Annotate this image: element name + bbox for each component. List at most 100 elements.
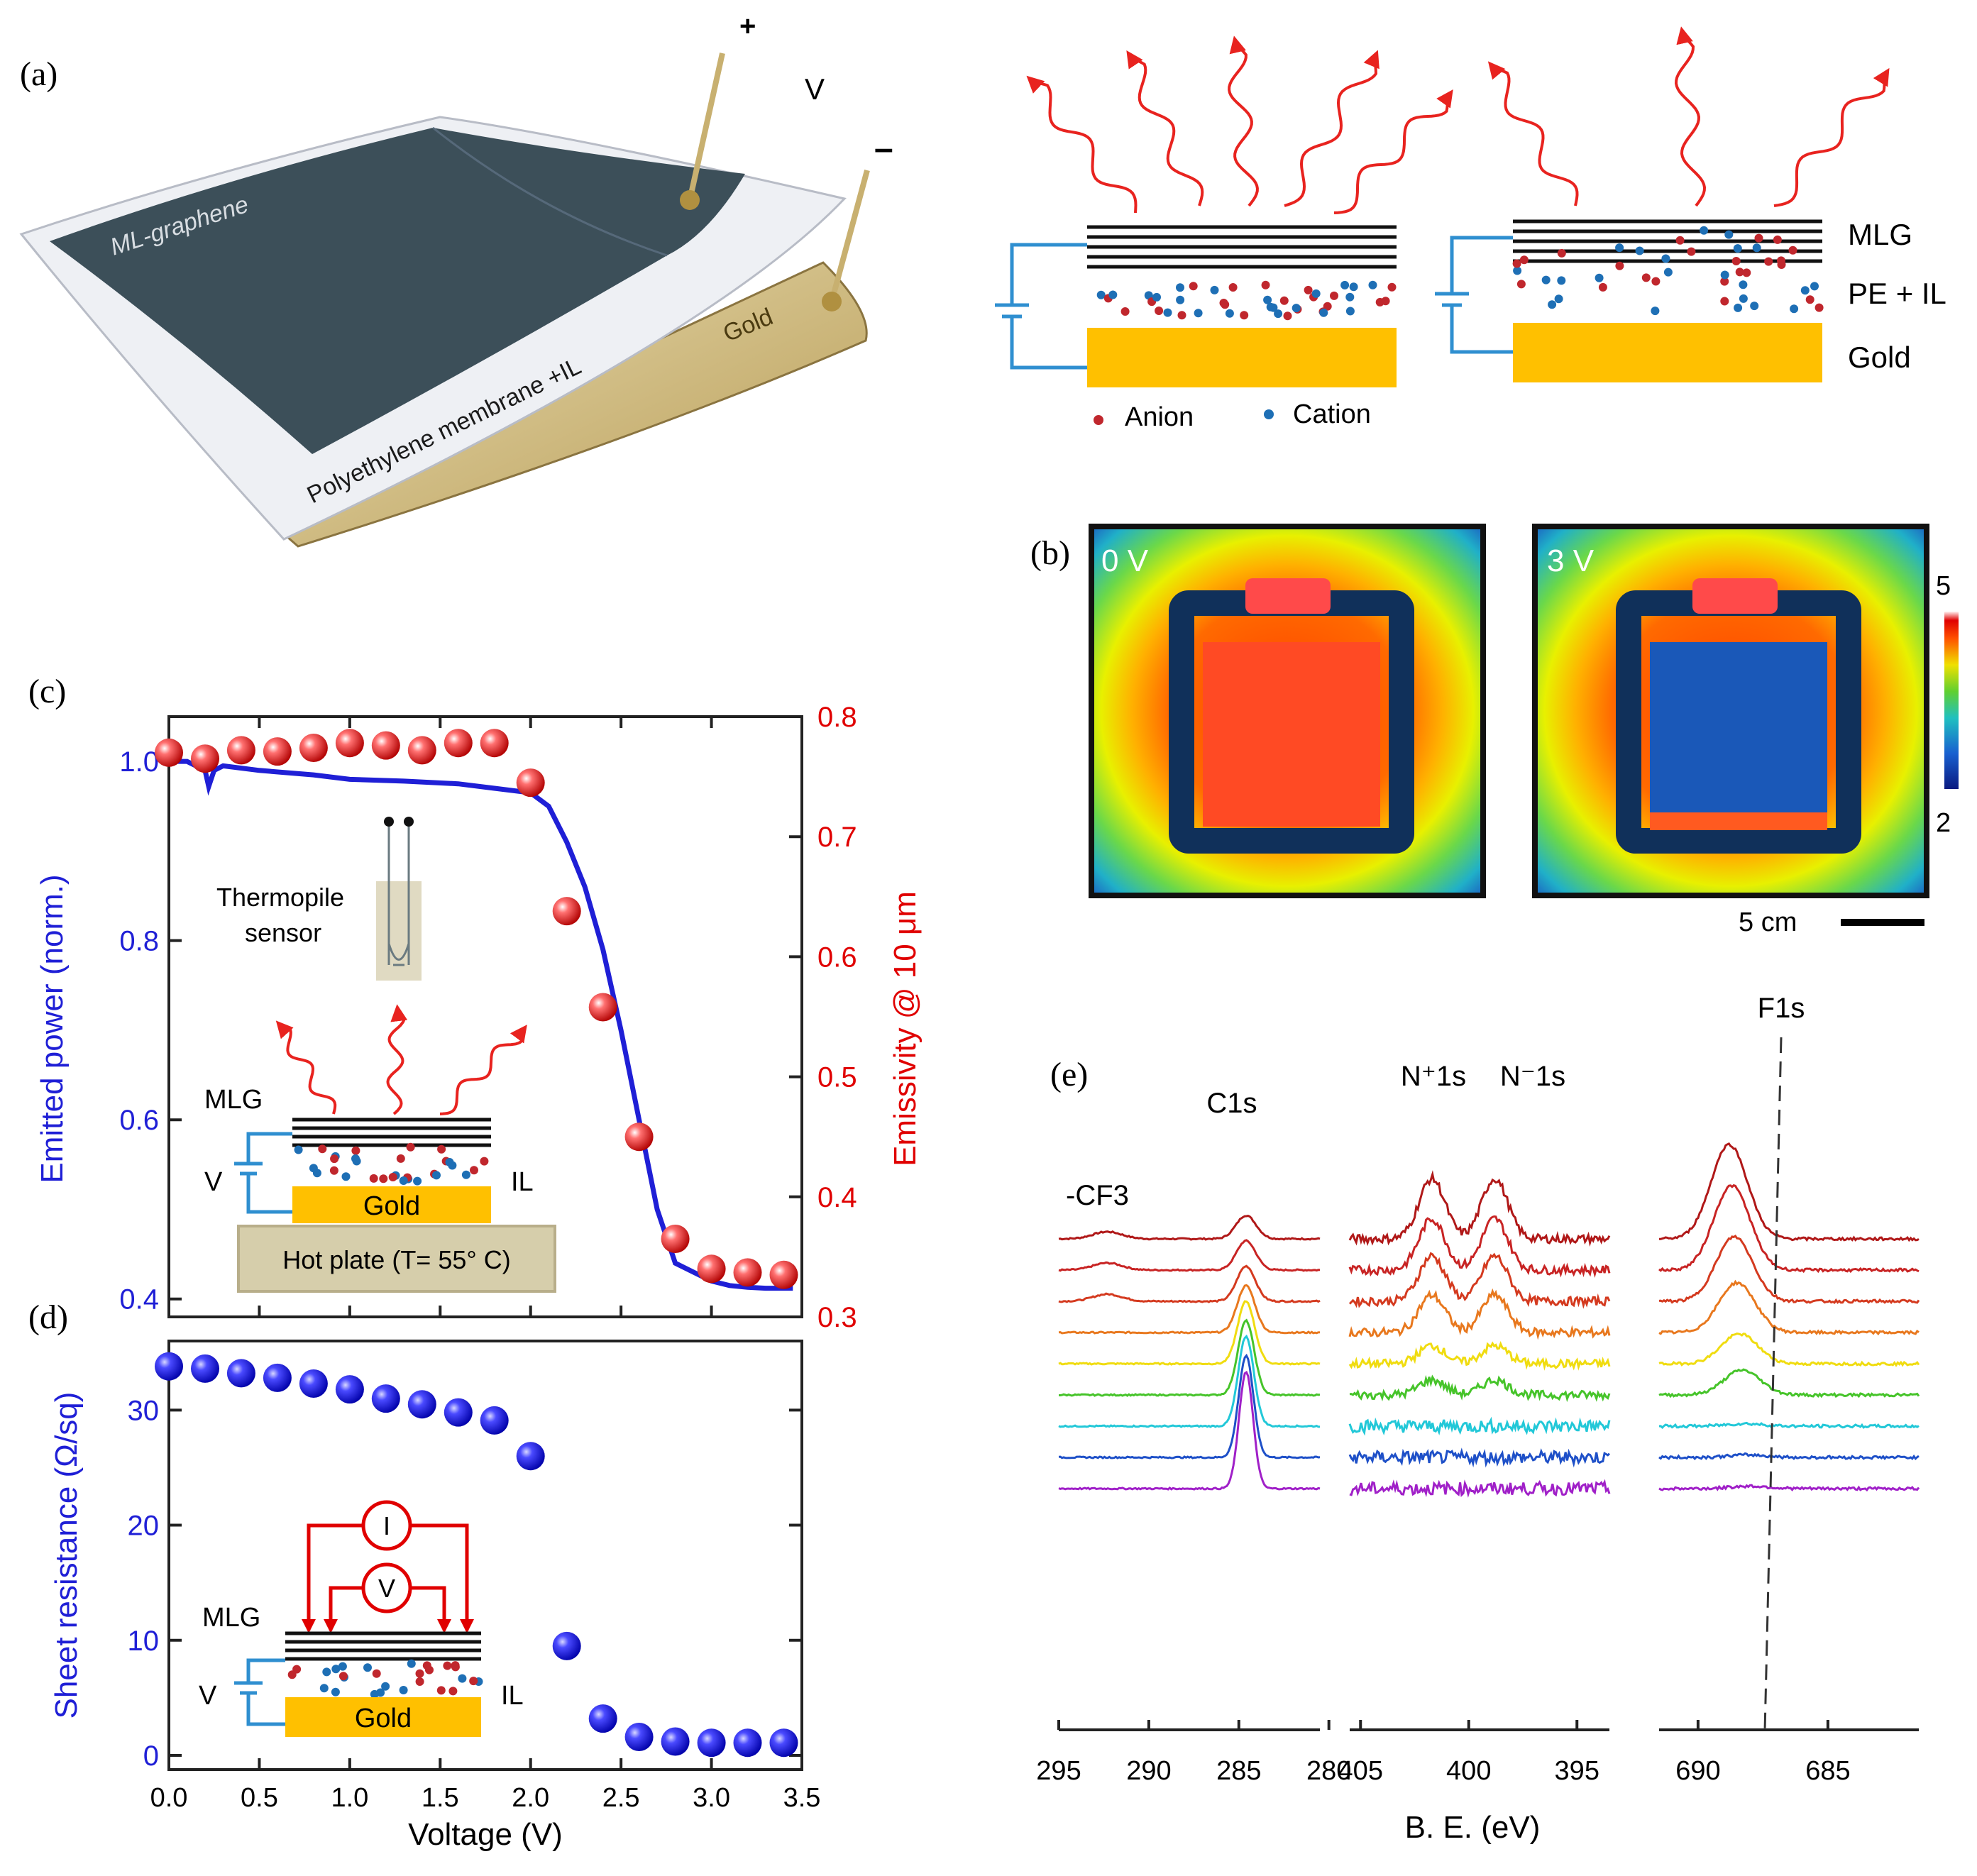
anion-ion: [443, 1661, 452, 1670]
cation-ion: [1513, 266, 1522, 275]
anion-ion: [1177, 311, 1186, 320]
sheet-resistance-point: [733, 1728, 762, 1758]
cation-ion: [1557, 276, 1566, 285]
gold-right: [1513, 323, 1822, 382]
xps-trace: [1348, 1447, 1611, 1468]
anion-ion: [1777, 260, 1786, 269]
wire-left: [995, 243, 1087, 370]
emission-arrow: [275, 1020, 337, 1115]
panel-e-label: (e): [1050, 1056, 1088, 1093]
anion-ion: [396, 1154, 405, 1163]
sheet-resistance-points: [155, 1352, 798, 1758]
x-tick-label: 3.0: [693, 1783, 730, 1813]
anion-ion: [318, 1144, 327, 1154]
sheet-resistance-point: [624, 1723, 654, 1751]
anion-ion: [287, 1670, 297, 1679]
xps-trace: [1348, 1416, 1611, 1436]
inset-d-gold-label: Gold: [355, 1704, 412, 1733]
graphene-fold: [432, 126, 668, 257]
anion-ion: [1330, 291, 1338, 300]
sheet-resistance-point: [769, 1728, 798, 1758]
panel-c-label: (c): [28, 673, 66, 710]
plot-c-ylabel-right: Emissivity @ 10 μm: [888, 891, 923, 1166]
anion-ion: [1120, 307, 1130, 316]
x-tick-label: 0.0: [150, 1783, 188, 1813]
cation-legend: Cation: [1293, 399, 1371, 429]
panel-b-label: (b): [1030, 534, 1070, 572]
xps-trace: [1658, 1332, 1920, 1367]
plot-d-frame: [167, 1340, 803, 1771]
emission-arrows: [1026, 26, 1890, 214]
voltmeter-label: V: [378, 1574, 395, 1603]
sheet-resistance-point: [552, 1631, 581, 1660]
xps-trace: [1349, 1374, 1611, 1403]
cation-ion: [1311, 289, 1321, 298]
cation-ion: [319, 1684, 329, 1693]
xps-trace: [1058, 1239, 1321, 1272]
emissivity-point: [155, 738, 183, 767]
y-tick-label: 10: [128, 1626, 160, 1657]
inset-d-v-label: V: [199, 1681, 217, 1711]
cation-ion: [1548, 300, 1557, 309]
cation-ion: [1274, 309, 1283, 319]
xps-trace: [1658, 1484, 1920, 1492]
y-tick-label-right: 0.6: [817, 942, 857, 973]
y-tick-label-right: 0.8: [817, 702, 857, 733]
cation-ion: [1292, 304, 1301, 313]
cation-ion: [1541, 275, 1551, 285]
cation-ion: [407, 1659, 416, 1668]
label-mlg: MLG: [1848, 218, 1912, 251]
emission-arrow: [1333, 89, 1453, 214]
inset-c-v-label: V: [204, 1167, 223, 1197]
anion-ion: [1651, 277, 1661, 286]
emission-arrow: [1026, 75, 1138, 214]
panel-c: (c) 0.4 0.6 0.8 1.0 0.3 0.4 0.5 0.6 0.7 0.8 Emitt…: [28, 673, 923, 1333]
anion-ion: [1519, 255, 1529, 265]
y-tick-label-right: 0.7: [817, 822, 857, 853]
plot-c-ticks: 0.4 0.6 0.8 1.0 0.3 0.4 0.5 0.6 0.7 0.8: [119, 702, 857, 1333]
anion-ion: [415, 1669, 424, 1678]
cation-ion: [1349, 282, 1358, 292]
sheet-resistance-point: [299, 1369, 328, 1398]
anion-ion: [1279, 296, 1289, 305]
device-left: [995, 225, 1397, 387]
y-tick-label-right: 0.3: [817, 1302, 857, 1333]
anion-ion: [388, 1173, 397, 1181]
cation-ion: [1739, 294, 1748, 303]
xps-trace: [1058, 1334, 1321, 1428]
cation-ion: [381, 1682, 390, 1691]
cation-ion: [363, 1663, 372, 1672]
anion-legend: Anion: [1125, 402, 1194, 432]
y-tick-label: 30: [128, 1395, 160, 1426]
anion-ion: [1735, 267, 1744, 277]
cation-ion: [399, 1176, 408, 1185]
cation-ion: [331, 1687, 340, 1696]
sheet-resistance-point: [588, 1704, 617, 1733]
schematic: MLG PE + IL Gold Anion Cation: [995, 26, 1946, 432]
n-minus-title: N⁻1s: [1500, 1061, 1565, 1092]
inset-d-arrowheads: [302, 1619, 474, 1633]
xps-trace: [1058, 1370, 1321, 1491]
xps-trace: [1058, 1264, 1321, 1303]
y-tick-label-left: 1.0: [119, 746, 159, 778]
anion-ion: [379, 1174, 388, 1183]
inset-d-wire: [234, 1658, 285, 1726]
xps-trace: [1349, 1479, 1611, 1498]
n-plus-title: N⁺1s: [1401, 1061, 1466, 1092]
minus-sign: –: [874, 130, 893, 167]
inset-d-mlg-label: MLG: [202, 1603, 260, 1633]
anion-ion: [1788, 245, 1797, 255]
mlg-layers-left: [1087, 225, 1397, 269]
cation-ion: [1700, 226, 1709, 235]
cation-ion: [1340, 280, 1350, 289]
xps-trace: [1058, 1353, 1321, 1460]
emission-arrow: [1284, 50, 1380, 207]
colorbar-max: 5: [1936, 571, 1951, 601]
anion-ion: [369, 1174, 378, 1183]
cation-ion: [1800, 286, 1810, 295]
anion-ion: [448, 1687, 458, 1696]
cation-ion: [1635, 246, 1644, 255]
gold-left: [1087, 328, 1397, 387]
x-tick-label: 1.5: [422, 1783, 459, 1813]
